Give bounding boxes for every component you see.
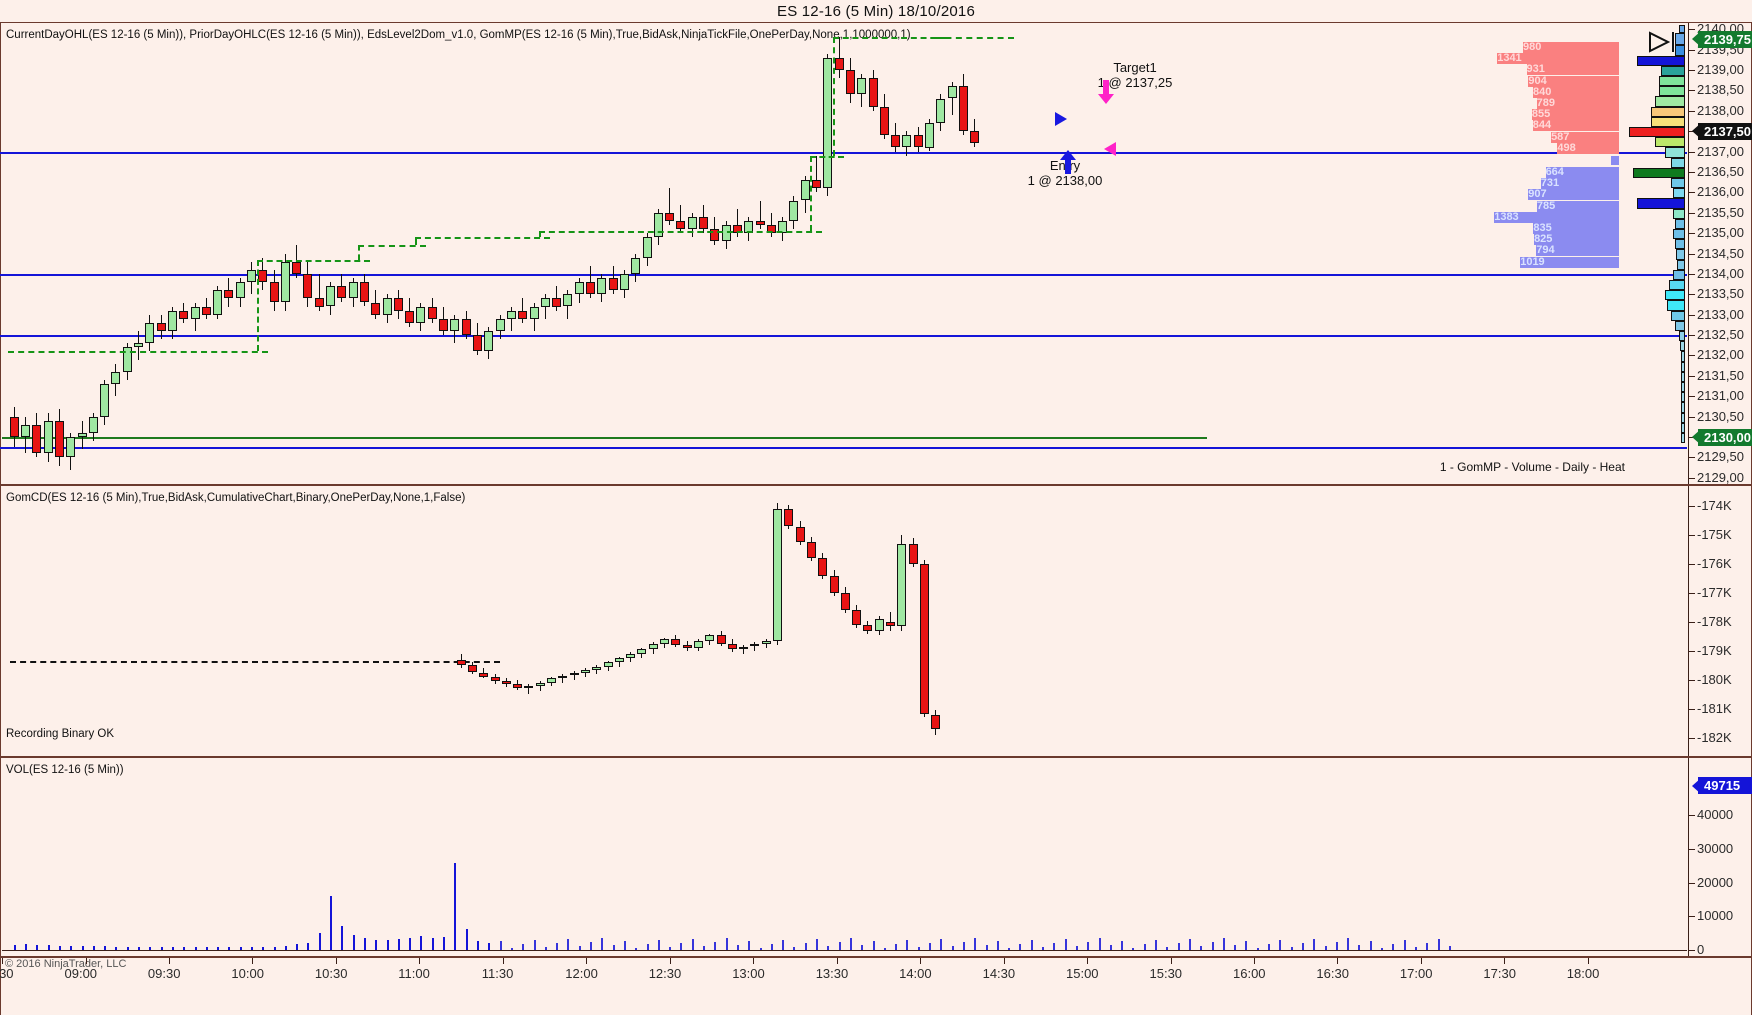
chart-title: ES 12-16 (5 Min) 18/10/2016 <box>776 2 976 20</box>
price-footer-label: 1 - GomMP - Volume - Daily - Heat <box>1439 460 1625 474</box>
volume-panel[interactable]: VOL(ES 12-16 (5 Min)) <box>0 757 1752 957</box>
vol-indicator-label: VOL(ES 12-16 (5 Min)) <box>6 764 124 776</box>
time-axis-panel <box>0 957 1752 1015</box>
cd-indicator-label: GomCD(ES 12-16 (5 Min),True,BidAsk,Cumul… <box>6 492 466 504</box>
window-titlebar: ES 12-16 (5 Min) 18/10/2016 <box>0 0 1752 22</box>
price-panel[interactable]: CurrentDayOHL(ES 12-16 (5 Min)), PriorDa… <box>0 22 1752 485</box>
copyright-label: © 2016 NinjaTrader, LLC <box>5 958 127 970</box>
cd-footer-label: Recording Binary OK <box>6 728 115 740</box>
price-indicator-label: CurrentDayOHL(ES 12-16 (5 Min)), PriorDa… <box>6 29 911 41</box>
cumulative-delta-panel[interactable]: GomCD(ES 12-16 (5 Min),True,BidAsk,Cumul… <box>0 485 1752 757</box>
